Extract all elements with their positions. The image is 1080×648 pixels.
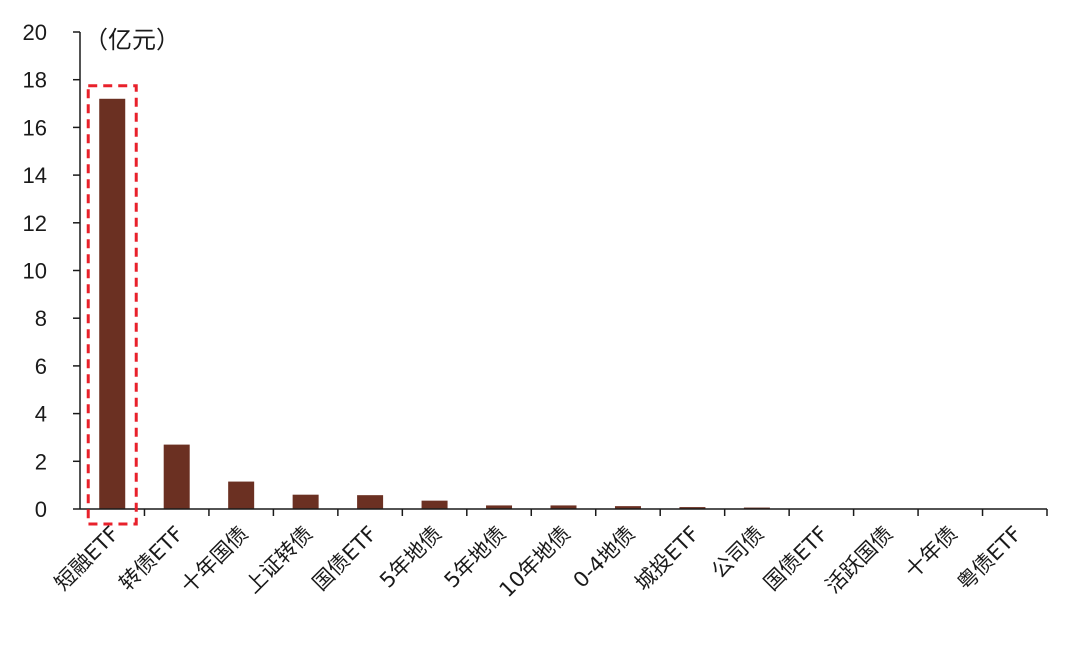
highlight	[86, 84, 138, 526]
bar	[163, 444, 190, 509]
y-tick-label: 20	[23, 20, 47, 45]
highlight-box	[86, 84, 138, 526]
y-tick-label: 0	[35, 497, 47, 522]
y-axis-unit-label: （亿元）	[84, 26, 180, 54]
x-axis	[80, 508, 1048, 516]
y-tick-label: 12	[23, 211, 47, 236]
bars	[99, 98, 1028, 509]
x-tick-label: 活跃国债	[821, 522, 897, 598]
bar	[99, 98, 126, 509]
bar	[679, 507, 706, 509]
x-tick-label: 5年地债	[375, 522, 446, 593]
x-axis-labels: 短融ETF转债ETF十年国债上证转债国债ETF5年地债5年地债10年地债0-4地…	[50, 522, 1026, 602]
y-axis: 0 2 4 6 8 10 12 14 16 18 20	[23, 20, 81, 522]
x-tick-label: 公司债	[707, 522, 769, 584]
bar	[228, 481, 255, 509]
x-tick-label: 十年债	[900, 522, 962, 584]
y-tick-label: 16	[23, 115, 47, 140]
x-tick-label: 0-4地债	[569, 522, 640, 593]
x-tick-label: 城投ETF	[630, 522, 704, 596]
x-tick-label: 国债ETF	[759, 522, 833, 596]
y-tick-label: 8	[35, 306, 47, 331]
bar	[357, 495, 384, 509]
x-tick-label: 10年地债	[495, 522, 575, 602]
x-tick-label: 短融ETF	[50, 522, 124, 596]
bar	[486, 505, 513, 509]
y-tick-label: 18	[23, 68, 47, 93]
x-tick-label: 十年国债	[176, 522, 252, 598]
x-tick-label: 粤债ETF	[953, 522, 1027, 596]
y-tick-label: 14	[23, 163, 47, 188]
y-tick-label: 4	[35, 402, 47, 427]
y-tick-label: 10	[23, 259, 47, 284]
bar	[421, 500, 448, 509]
x-tick-label: 国债ETF	[308, 522, 382, 596]
x-tick-label: 转债ETF	[115, 522, 189, 596]
bar	[614, 506, 641, 509]
y-tick-label: 2	[35, 449, 47, 474]
y-tick-label: 6	[35, 354, 47, 379]
bar	[292, 494, 319, 509]
x-tick-label: 上证转债	[241, 522, 317, 598]
bar	[550, 505, 577, 509]
